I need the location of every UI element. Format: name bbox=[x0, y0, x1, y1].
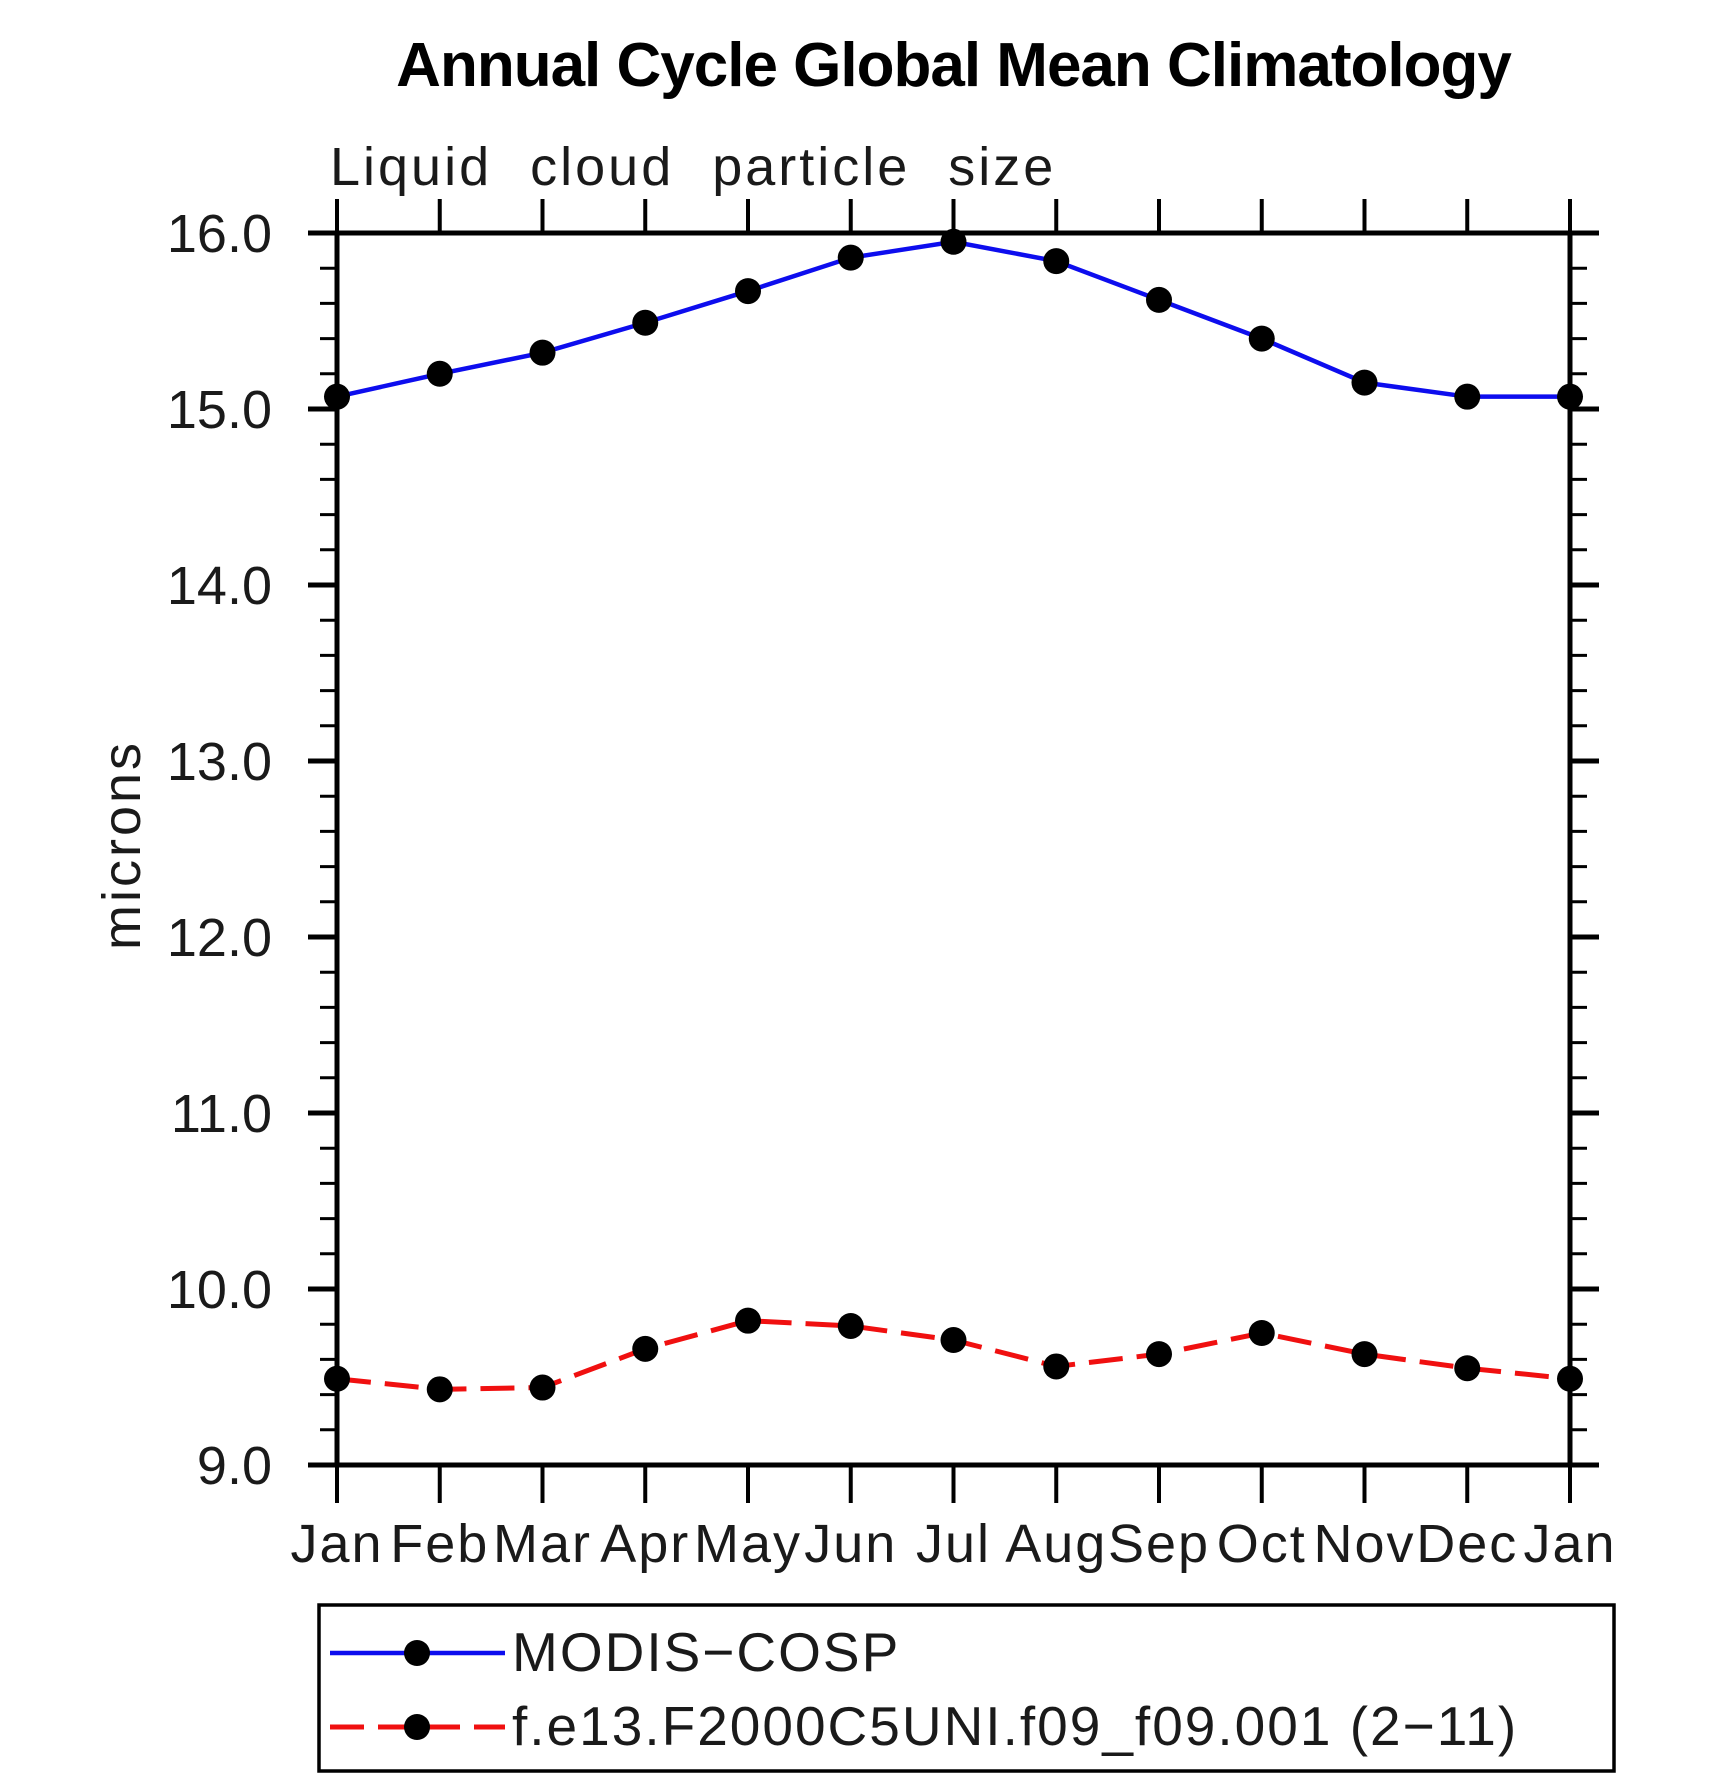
data-point-marker bbox=[529, 1374, 556, 1401]
data-point-marker bbox=[324, 1365, 350, 1392]
data-point-marker bbox=[632, 1335, 659, 1362]
legend-label-1: f.e13.F2000C5UNI.f09_f09.001 (2−11) bbox=[512, 1695, 1518, 1757]
data-point-marker bbox=[1351, 1341, 1378, 1368]
data-point-marker bbox=[1557, 383, 1583, 410]
data-point-marker bbox=[1043, 248, 1070, 275]
x-tick-label: Jan bbox=[290, 1514, 383, 1574]
x-tick-label: Apr bbox=[600, 1514, 690, 1574]
chart-title: Annual Cycle Global Mean Climatology bbox=[396, 31, 1512, 100]
data-point-marker bbox=[735, 278, 761, 305]
data-point-marker bbox=[1454, 383, 1481, 410]
data-point-marker bbox=[1043, 1353, 1070, 1380]
x-tick-label: Aug bbox=[1005, 1514, 1107, 1574]
data-point-marker bbox=[632, 309, 659, 336]
x-tick-label: Dec bbox=[1416, 1514, 1518, 1574]
y-tick-label: 14.0 bbox=[167, 556, 272, 616]
y-tick-label: 16.0 bbox=[167, 204, 272, 264]
y-tick-label: 12.0 bbox=[167, 908, 272, 968]
plot-frame bbox=[334, 230, 1573, 1468]
data-point-marker bbox=[1454, 1355, 1481, 1382]
data-point-marker bbox=[1146, 286, 1172, 313]
data-point-marker bbox=[735, 1307, 761, 1334]
legend-box bbox=[317, 1603, 1616, 1773]
legend-label-0: MODIS−COSP bbox=[512, 1621, 900, 1683]
data-point-marker bbox=[837, 244, 864, 271]
series-line-0 bbox=[336, 239, 1570, 399]
data-point-marker bbox=[1146, 1341, 1172, 1368]
data-point-marker bbox=[1557, 1365, 1583, 1392]
data-point-marker bbox=[1351, 369, 1378, 396]
x-tick-label: Oct bbox=[1217, 1514, 1307, 1574]
y-tick-label: 15.0 bbox=[167, 380, 272, 440]
data-point-marker bbox=[940, 228, 967, 255]
y-tick-label: 11.0 bbox=[171, 1084, 272, 1144]
data-point-marker bbox=[426, 1376, 453, 1403]
data-point-marker bbox=[837, 1312, 864, 1339]
y-tick-label: 10.0 bbox=[167, 1260, 272, 1320]
data-point-marker bbox=[1248, 325, 1275, 352]
x-tick-label: Jan bbox=[1523, 1514, 1616, 1574]
x-tick-label: Jun bbox=[804, 1514, 897, 1574]
data-point-marker bbox=[324, 383, 350, 410]
x-tick-label: Sep bbox=[1108, 1514, 1210, 1574]
legend-marker bbox=[404, 1714, 430, 1740]
x-tick-label: May bbox=[694, 1514, 802, 1574]
data-point-marker bbox=[1248, 1320, 1275, 1346]
x-tick-label: Jul bbox=[916, 1514, 991, 1574]
data-point-marker bbox=[426, 360, 453, 387]
x-tick-label: Nov bbox=[1313, 1514, 1415, 1574]
y-tick-label: 13.0 bbox=[167, 732, 272, 792]
data-point-marker bbox=[940, 1327, 967, 1354]
chart-subtitle: Liquid cloud particle size bbox=[330, 137, 1057, 197]
x-tick-label: Mar bbox=[493, 1514, 592, 1574]
y-tick-label: 9.0 bbox=[197, 1436, 272, 1496]
legend-marker bbox=[404, 1640, 430, 1666]
x-tick-label: Feb bbox=[390, 1514, 489, 1574]
data-point-marker bbox=[529, 339, 556, 366]
